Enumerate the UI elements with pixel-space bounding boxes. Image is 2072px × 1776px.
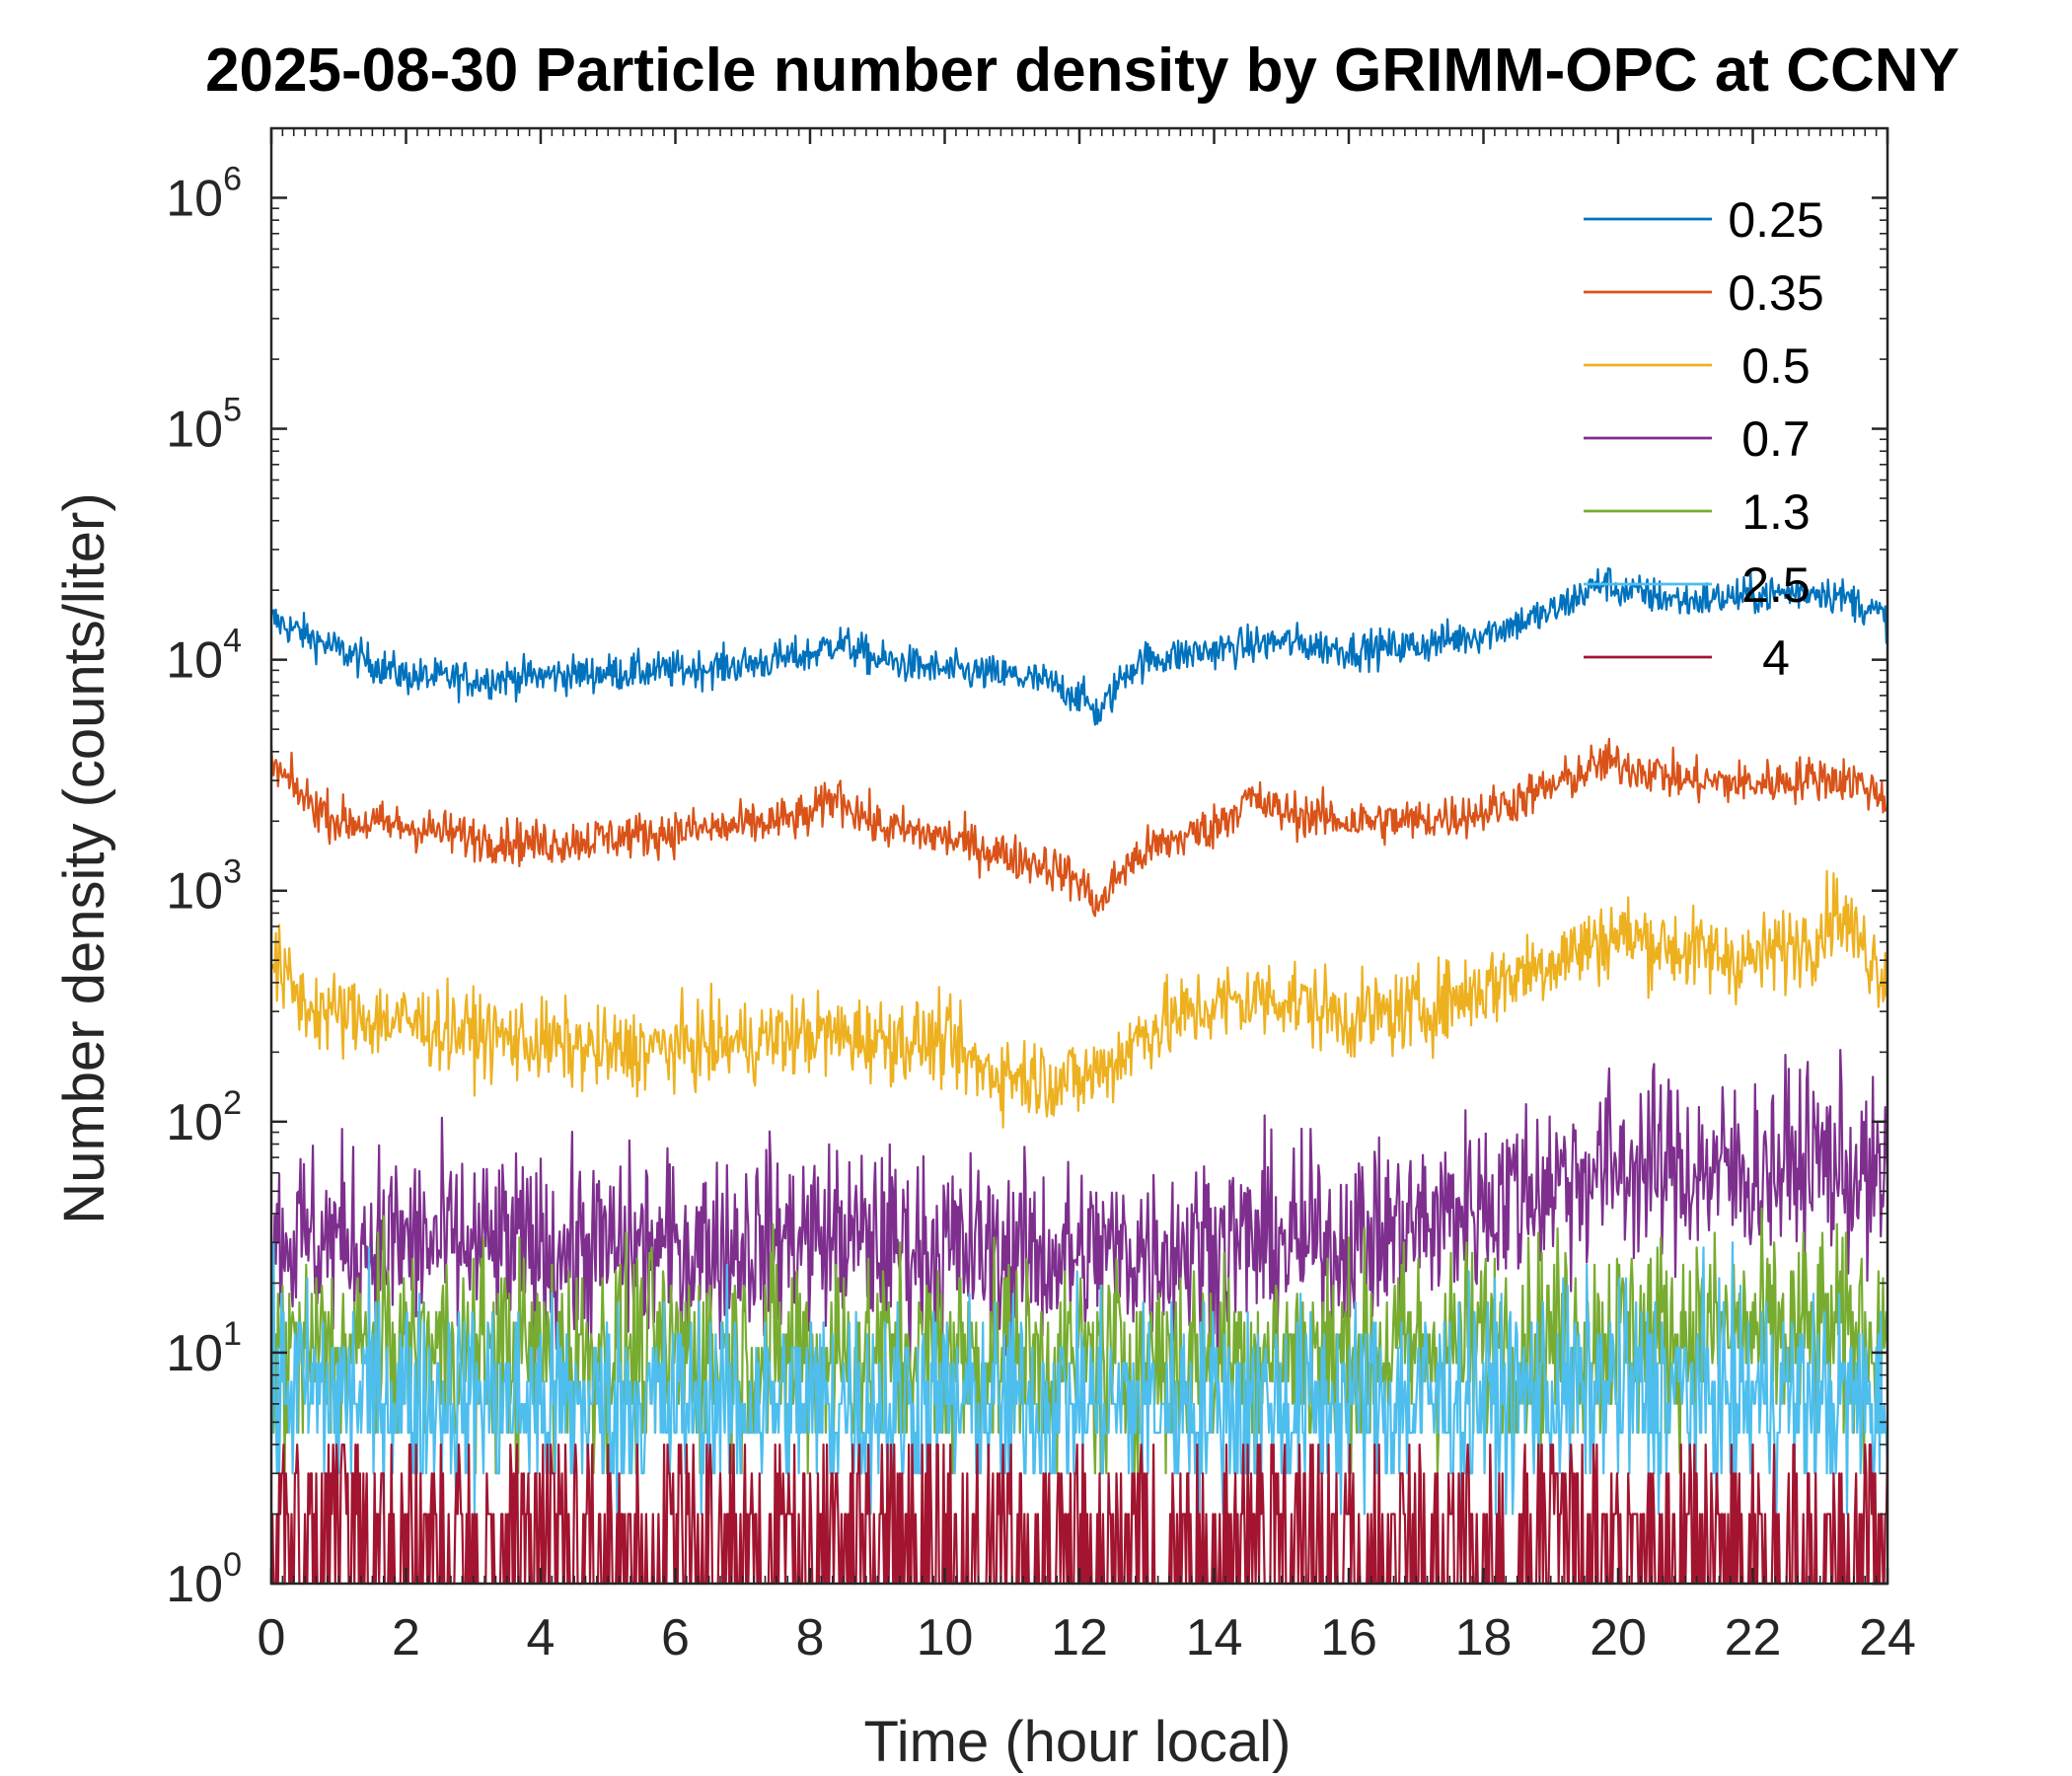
legend-label-0_7: 0.7 — [1741, 411, 1811, 467]
legend-label-4: 4 — [1762, 630, 1790, 686]
x-tick-label: 16 — [1320, 1609, 1377, 1666]
y-tick-label: 104 — [166, 623, 242, 690]
x-axis-label: Time (hour local) — [864, 1710, 1292, 1774]
series-line-0_25 — [269, 566, 1889, 726]
x-tick-label: 24 — [1859, 1609, 1916, 1666]
legend-label-1_3: 1.3 — [1741, 484, 1811, 540]
legend-label-2_5: 2.5 — [1741, 557, 1811, 613]
x-tick-label: 12 — [1051, 1609, 1108, 1666]
y-axis-label: Number density (counts/liter) — [52, 492, 116, 1223]
series-line-0_7 — [269, 1048, 1889, 1371]
series-lines — [269, 566, 1889, 1586]
x-tick-label: 6 — [661, 1609, 690, 1666]
x-tick-label: 8 — [796, 1609, 825, 1666]
legend: 0.25 0.35 0.5 0.7 1.3 2.5 4 — [1584, 192, 1824, 686]
chart-title: 2025-08-30 Particle number density by GR… — [205, 37, 1960, 105]
y-tick-label: 100 — [166, 1546, 242, 1613]
x-tick-label: 2 — [392, 1609, 420, 1666]
x-tick-label: 22 — [1725, 1609, 1782, 1666]
legend-label-0_5: 0.5 — [1741, 338, 1811, 394]
legend-label-0_25: 0.25 — [1728, 192, 1823, 248]
series-line-0_5 — [270, 869, 1889, 1129]
x-tick-label: 14 — [1186, 1609, 1243, 1666]
legend-label-0_35: 0.35 — [1728, 265, 1823, 321]
x-tick-label: 4 — [527, 1609, 555, 1666]
x-tick-label: 20 — [1590, 1609, 1647, 1666]
series-line-0_35 — [269, 737, 1888, 918]
axes: 0 2 4 6 8 10 12 14 16 18 20 22 241001011021031041051… — [166, 126, 1916, 1666]
y-tick-label: 105 — [166, 392, 242, 459]
y-tick-label: 103 — [166, 853, 242, 921]
y-tick-label: 101 — [166, 1315, 242, 1382]
x-tick-label: 10 — [917, 1609, 974, 1666]
y-tick-label: 102 — [166, 1084, 242, 1151]
x-tick-label: 0 — [258, 1609, 286, 1666]
y-tick-label: 106 — [166, 160, 242, 227]
x-tick-label: 18 — [1455, 1609, 1513, 1666]
